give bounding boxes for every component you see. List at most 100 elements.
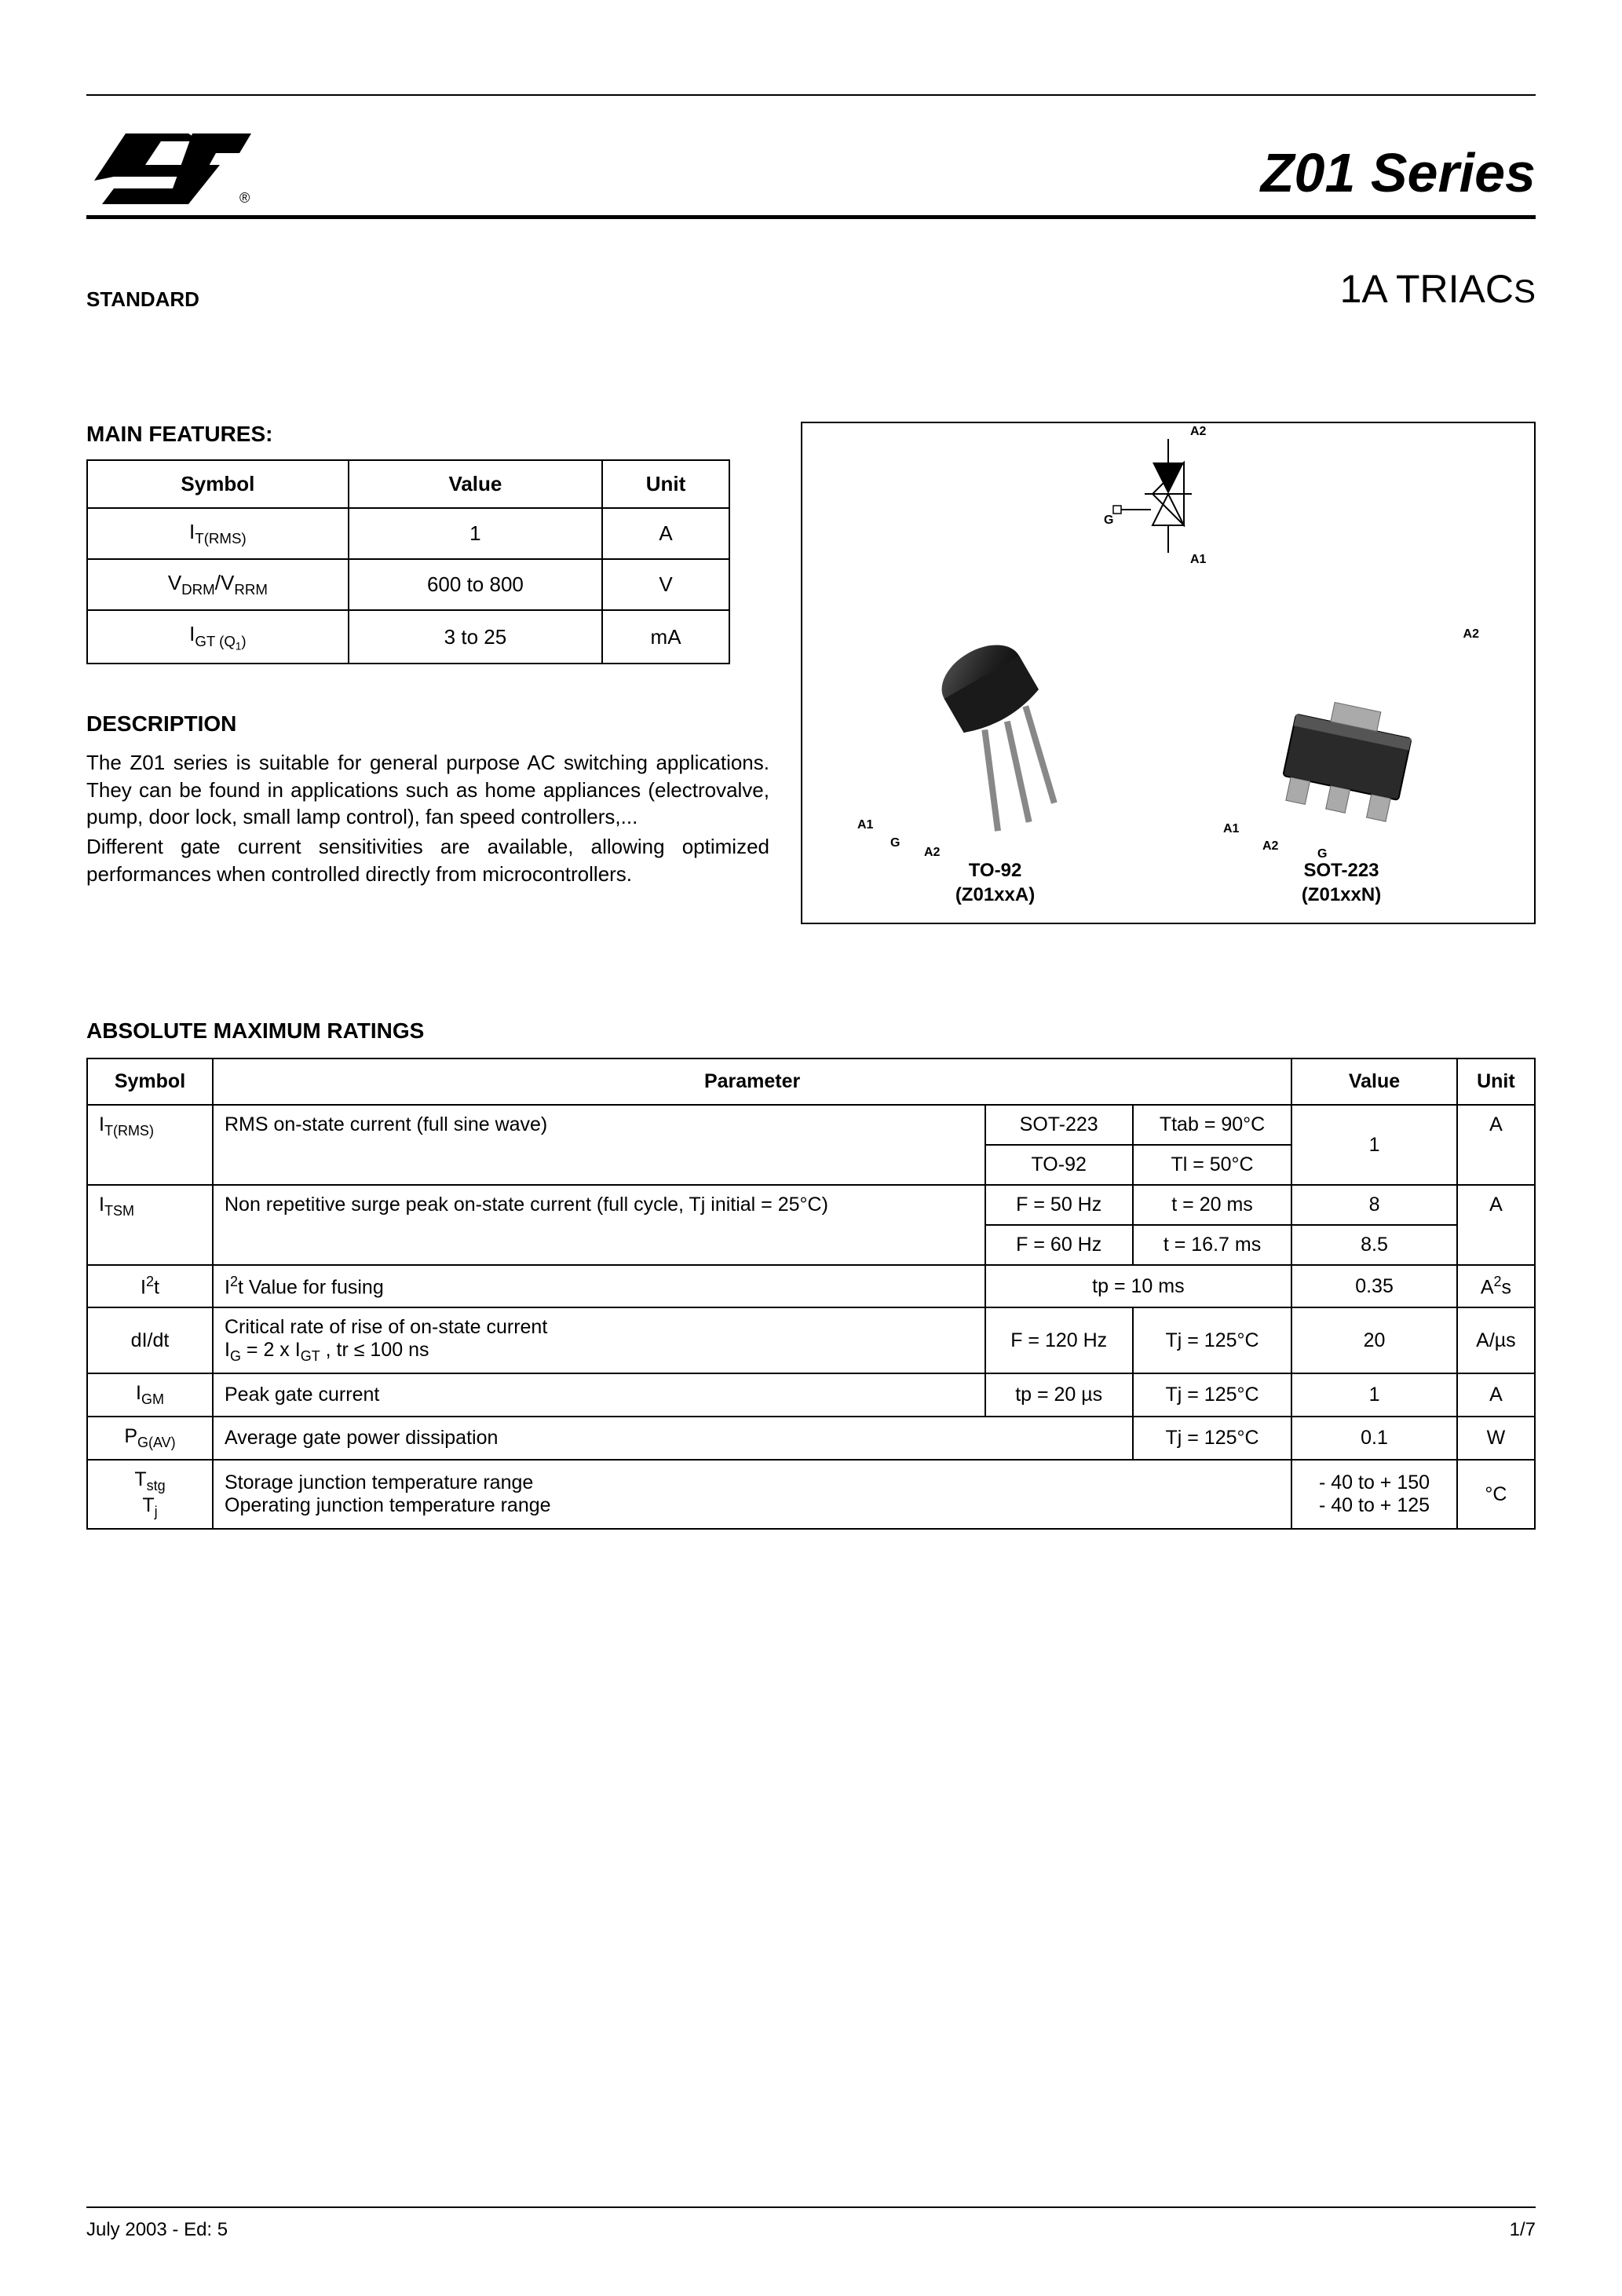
abs-value: 8.5 [1291, 1225, 1457, 1265]
abs-row-itsm: ITSM Non repetitive surge peak on-state … [87, 1185, 1535, 1225]
standard-label: STANDARD [86, 287, 199, 312]
abs-param: Critical rate of rise of on-state curren… [213, 1307, 985, 1373]
feat-col-unit: Unit [602, 460, 729, 508]
to92-pin-g: G [890, 836, 900, 850]
sub-header-row: STANDARD 1A TRIACS [86, 266, 1536, 312]
abs-cond: Tj = 125°C [1133, 1307, 1291, 1373]
abs-unit: °C [1457, 1460, 1535, 1529]
footer-page: 1/7 [1510, 2219, 1536, 2241]
abs-cond: Tj = 125°C [1133, 1417, 1291, 1460]
abs-row-didt: dI/dt Critical rate of rise of on-state … [87, 1307, 1535, 1373]
abs-symbol: ITSM [87, 1185, 213, 1265]
to92-label: TO-92 (Z01xxA) [955, 858, 1035, 907]
feat-symbol: IT(RMS) [87, 508, 349, 559]
absolute-ratings-table: Symbol Parameter Value Unit IT(RMS) RMS … [86, 1058, 1536, 1530]
abs-symbol: PG(AV) [87, 1417, 213, 1460]
main-features-heading: MAIN FEATURES: [86, 422, 769, 447]
abs-cond: Tl = 50°C [1133, 1145, 1291, 1185]
abs-row-i2t: I2t I2t Value for fusing tp = 10 ms 0.35… [87, 1265, 1535, 1307]
abs-row-itrms: IT(RMS) RMS on-state current (full sine … [87, 1105, 1535, 1145]
abs-cond: Tj = 125°C [1133, 1373, 1291, 1417]
pin-a2-top: A2 [1190, 425, 1206, 439]
to92-pin-a2: A2 [924, 846, 940, 860]
abs-cond: F = 50 Hz [985, 1185, 1133, 1225]
feat-row: VDRM/VRRM 600 to 800 V [87, 559, 729, 610]
subtitle-suffix: S [1514, 272, 1536, 309]
abs-param: Average gate power dissipation [213, 1417, 1133, 1460]
feat-value: 600 to 800 [349, 559, 602, 610]
feat-unit: A [602, 508, 729, 559]
feat-col-symbol: Symbol [87, 460, 349, 508]
abs-value: 1 [1291, 1373, 1457, 1417]
abs-symbol: dI/dt [87, 1307, 213, 1373]
abs-param: Storage junction temperature rangeOperat… [213, 1460, 1291, 1529]
abs-value: 1 [1291, 1105, 1457, 1185]
sot223-half: A2 A1 A2 G SOT-223 (Z01xxN) [1180, 447, 1503, 907]
feat-row: IT(RMS) 1 A [87, 508, 729, 559]
abs-cond: t = 20 ms [1133, 1185, 1291, 1225]
abs-cond: tp = 20 µs [985, 1373, 1133, 1417]
abs-row-temp: TstgTj Storage junction temperature rang… [87, 1460, 1535, 1529]
st-logo: ® [86, 110, 259, 204]
abs-col-value: Value [1291, 1058, 1457, 1105]
abs-value: 20 [1291, 1307, 1457, 1373]
feat-value: 1 [349, 508, 602, 559]
sot223-part: (Z01xxN) [1302, 884, 1381, 905]
abs-unit: A2s [1457, 1265, 1535, 1307]
abs-cond: Ttab = 90°C [1133, 1105, 1291, 1145]
abs-value: 8 [1291, 1185, 1457, 1225]
left-column: MAIN FEATURES: Symbol Value Unit IT(RMS)… [86, 422, 769, 924]
abs-unit: A [1457, 1185, 1535, 1265]
to92-package-icon [893, 615, 1098, 850]
subtitle-main: 1A TRIAC [1340, 267, 1514, 311]
abs-param: Peak gate current [213, 1373, 985, 1417]
abs-cond: t = 16.7 ms [1133, 1225, 1291, 1265]
abs-col-unit: Unit [1457, 1058, 1535, 1105]
feat-symbol: VDRM/VRRM [87, 559, 349, 610]
sot223-pin-a1: A1 [1223, 822, 1239, 836]
to92-half: A1 G A2 TO-92 (Z01xxA) [834, 447, 1156, 907]
sot223-label: SOT-223 (Z01xxN) [1302, 858, 1381, 907]
abs-value: 0.1 [1291, 1417, 1457, 1460]
svg-text:®: ® [239, 190, 250, 204]
abs-row-igm: IGM Peak gate current tp = 20 µs Tj = 12… [87, 1373, 1535, 1417]
mid-rule [86, 215, 1536, 219]
abs-unit: A [1457, 1373, 1535, 1417]
to92-name: TO-92 [969, 860, 1022, 881]
abs-value: - 40 to + 150- 40 to + 125 [1291, 1460, 1457, 1529]
feat-value: 3 to 25 [349, 610, 602, 664]
abs-param: RMS on-state current (full sine wave) [213, 1105, 985, 1185]
right-column: A2 G A1 [801, 422, 1536, 924]
sot223-pin-a2-tab: A2 [1463, 627, 1479, 642]
top-rule [86, 94, 1536, 96]
abs-cond: TO-92 [985, 1145, 1133, 1185]
product-title: Z01 Series [1261, 141, 1536, 204]
abs-unit: W [1457, 1417, 1535, 1460]
abs-cond: SOT-223 [985, 1105, 1133, 1145]
abs-symbol: IGM [87, 1373, 213, 1417]
abs-col-param: Parameter [213, 1058, 1291, 1105]
description-p1: The Z01 series is suitable for general p… [86, 749, 769, 830]
description-heading: DESCRIPTION [86, 711, 769, 737]
feat-unit: V [602, 559, 729, 610]
abs-unit: A [1457, 1105, 1535, 1185]
sot223-pin-a2: A2 [1262, 839, 1278, 854]
main-features-table: Symbol Value Unit IT(RMS) 1 A VDRM/VRRM … [86, 459, 730, 664]
feat-symbol: IGT (Q1) [87, 610, 349, 664]
subtitle: 1A TRIACS [1340, 266, 1536, 312]
abs-symbol: I2t [87, 1265, 213, 1307]
abs-symbol: IT(RMS) [87, 1105, 213, 1185]
abs-param: I2t Value for fusing [213, 1265, 985, 1307]
abs-param: Non repetitive surge peak on-state curre… [213, 1185, 985, 1265]
sot223-pin-g: G [1317, 847, 1327, 861]
content-row: MAIN FEATURES: Symbol Value Unit IT(RMS)… [86, 422, 1536, 924]
footer: July 2003 - Ed: 5 1/7 [86, 2206, 1536, 2241]
abs-unit: A/µs [1457, 1307, 1535, 1373]
description-p2: Different gate current sensitivities are… [86, 833, 769, 887]
abs-row-pgav: PG(AV) Average gate power dissipation Tj… [87, 1417, 1535, 1460]
to92-part: (Z01xxA) [955, 884, 1035, 905]
feat-unit: mA [602, 610, 729, 664]
package-box: A2 G A1 [801, 422, 1536, 924]
abs-cond: F = 60 Hz [985, 1225, 1133, 1265]
abs-col-symbol: Symbol [87, 1058, 213, 1105]
